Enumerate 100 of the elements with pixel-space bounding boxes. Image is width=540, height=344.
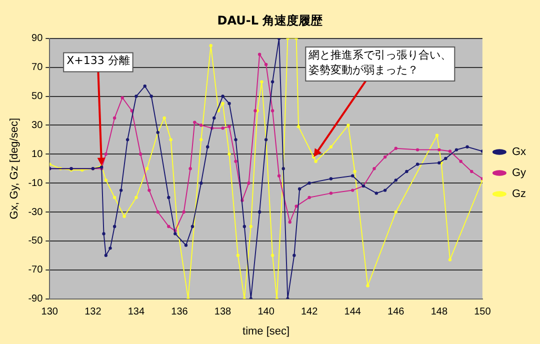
x-tick-label: 138	[214, 306, 232, 318]
point	[270, 109, 274, 112]
point	[351, 174, 354, 178]
point	[270, 80, 274, 84]
point	[193, 120, 196, 124]
point	[143, 84, 146, 88]
point	[394, 178, 398, 182]
point	[394, 210, 398, 214]
point	[242, 224, 246, 228]
point	[435, 134, 439, 137]
point	[104, 254, 108, 257]
point	[112, 196, 116, 200]
point	[206, 145, 210, 148]
point	[209, 44, 212, 48]
point	[308, 181, 311, 185]
point	[145, 167, 149, 170]
point	[454, 148, 458, 152]
point	[264, 62, 268, 66]
y-tick-label: 70	[32, 62, 44, 74]
point	[228, 125, 231, 128]
point	[292, 254, 296, 257]
point	[459, 160, 462, 163]
point	[416, 148, 420, 152]
y-tick-label: 30	[32, 120, 44, 131]
point	[221, 102, 224, 106]
point	[212, 116, 216, 120]
point	[148, 188, 151, 192]
point	[112, 116, 116, 120]
point	[466, 145, 469, 148]
x-tick-label: 140	[258, 306, 275, 318]
legend-label: Gz	[512, 188, 526, 200]
point	[444, 156, 448, 160]
point	[351, 188, 354, 192]
point	[383, 188, 387, 192]
point	[119, 188, 123, 192]
point	[374, 192, 378, 195]
annotation: X+133 分離	[66, 54, 130, 68]
point	[366, 284, 370, 288]
point	[228, 152, 231, 156]
point	[200, 124, 203, 127]
point	[150, 94, 153, 98]
point	[108, 246, 112, 250]
y-tick-label: -10	[28, 178, 44, 189]
point	[383, 155, 387, 159]
point	[372, 167, 376, 170]
x-tick-label: 136	[171, 306, 188, 318]
point	[308, 196, 311, 200]
x-tick-label: 144	[344, 306, 362, 318]
point	[405, 170, 408, 174]
point	[329, 192, 333, 195]
point	[258, 52, 262, 56]
y-tick-label: -30	[28, 206, 44, 218]
point	[156, 210, 160, 214]
point	[221, 126, 224, 130]
point	[448, 258, 452, 262]
point	[294, 204, 298, 208]
point	[329, 177, 333, 180]
point	[448, 150, 452, 153]
point	[329, 145, 333, 148]
y-tick-label: 50	[32, 91, 44, 102]
point	[112, 224, 116, 228]
point	[200, 138, 203, 142]
point	[104, 178, 108, 182]
point	[353, 170, 356, 174]
point	[394, 146, 398, 150]
y-tick-label: -70	[28, 264, 44, 276]
point	[270, 254, 274, 257]
y-tick-label: -90	[28, 294, 44, 305]
point	[258, 210, 262, 214]
y-tick-label: -50	[28, 236, 44, 247]
x-tick-label: 150	[474, 306, 492, 318]
point	[169, 138, 172, 142]
point	[234, 138, 238, 142]
y-axis-title: Gx, Gy, Gz [deg/sec]	[8, 118, 21, 220]
point	[249, 224, 252, 228]
point	[416, 162, 420, 166]
point	[104, 152, 108, 156]
point	[200, 181, 203, 185]
point	[138, 152, 142, 156]
point	[298, 187, 302, 190]
point	[234, 160, 238, 163]
x-tick-label: 130	[41, 306, 58, 318]
x-tick-label: 148	[430, 306, 448, 318]
point	[247, 181, 250, 185]
y-tick-label: 10	[32, 148, 44, 160]
point	[438, 148, 441, 152]
x-axis-title: time [sec]	[242, 325, 290, 338]
point	[134, 94, 138, 98]
point	[167, 196, 170, 200]
point	[122, 214, 126, 218]
point	[296, 125, 300, 128]
point	[470, 170, 474, 174]
point	[221, 94, 224, 98]
point	[188, 167, 192, 170]
point	[314, 160, 318, 163]
point	[277, 174, 281, 178]
point	[288, 220, 292, 224]
x-tick-label: 134	[128, 306, 145, 318]
point	[260, 80, 264, 84]
point	[174, 232, 177, 236]
